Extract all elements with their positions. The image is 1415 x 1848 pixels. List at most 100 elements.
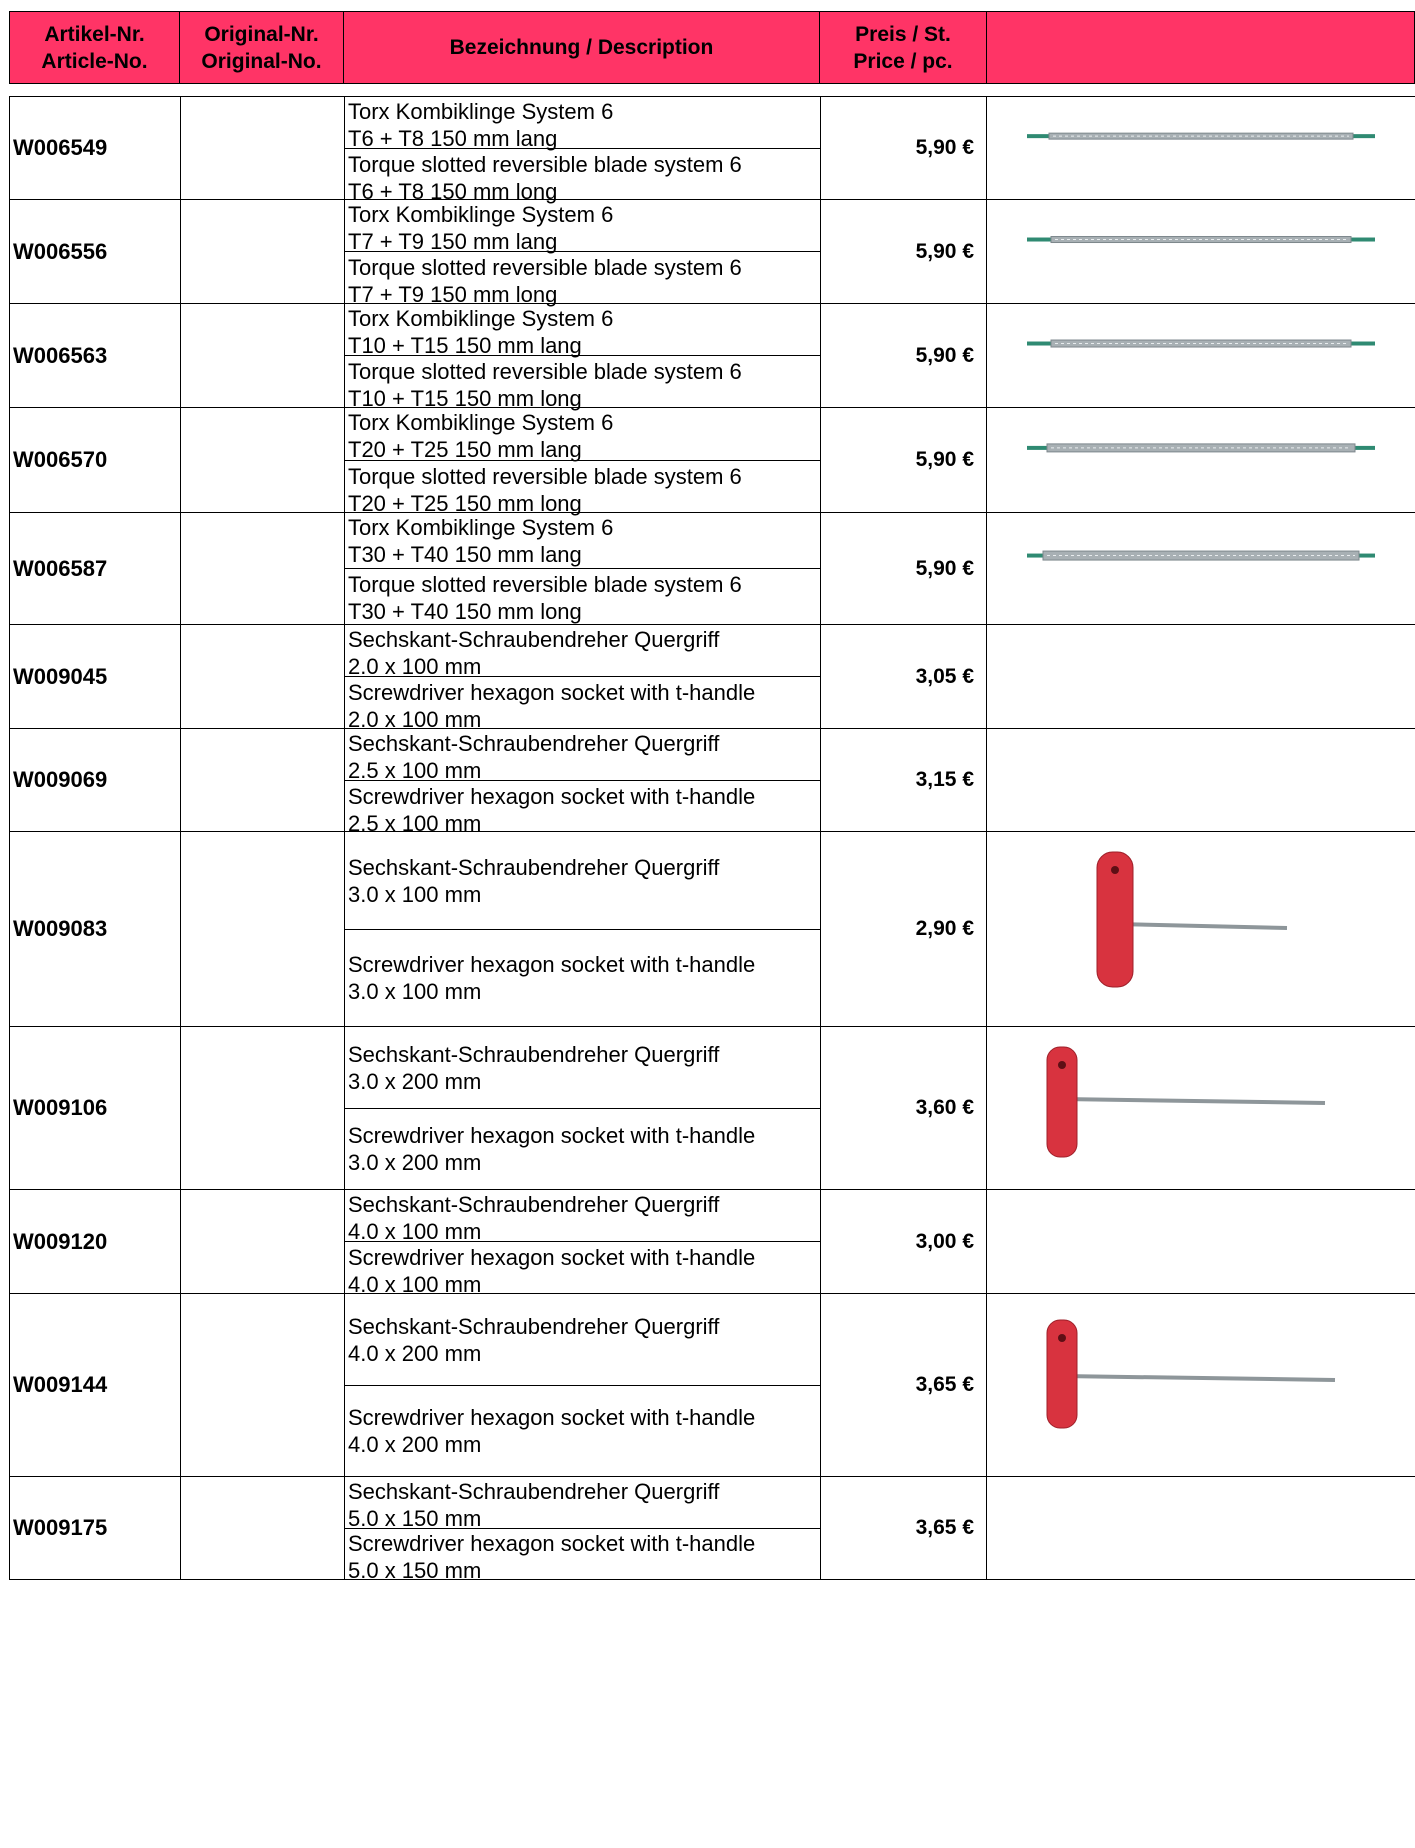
description-cell: Sechskant-Schraubendreher Quergriff 4.0 x… [344, 1294, 820, 1476]
description-cell: Torx Kombiklinge System 6 T20 + T25 150 m… [344, 408, 820, 516]
article-number: W006570 [9, 408, 180, 512]
german-line: T7 + T9 150 mm lang [348, 229, 558, 254]
german-line: Sechskant-Schraubendreher Quergriff [348, 854, 720, 880]
screwdriver-shaft [1061, 1097, 1326, 1105]
english-line: 2.0 x 100 mm [348, 707, 482, 732]
product-image-cell [986, 304, 1415, 407]
german-line: 4.0 x 200 mm [348, 1340, 482, 1366]
description-cell: Sechskant-Schraubendreher Quergriff 2.0 x… [344, 625, 820, 732]
description-english: Screwdriver hexagon socket with t-handle… [345, 1108, 820, 1189]
english-line: Screwdriver hexagon socket with t-handle [348, 1245, 756, 1270]
table-row: W009175 Sechskant-Schraubendreher Quergri… [9, 1476, 1415, 1583]
german-line: Torx Kombiklinge System 6 [348, 410, 614, 435]
article-number: W009083 [9, 832, 180, 1026]
description-cell: Torx Kombiklinge System 6 T6 + T8 150 mm … [344, 97, 820, 204]
english-line: Screwdriver hexagon socket with t-handle [348, 784, 756, 809]
german-line: Sechskant-Schraubendreher Quergriff [348, 1313, 720, 1339]
t-handle-screwdriver-image [1096, 851, 1288, 988]
english-line: Screwdriver hexagon socket with t-handle [348, 1404, 756, 1430]
table-row: W006570 Torx Kombiklinge System 6 T20 + T2… [9, 407, 1415, 516]
t-handle-screwdriver-image [1046, 1319, 1336, 1429]
german-line: Sechskant-Schraubendreher Quergriff [348, 627, 720, 652]
article-number: W006549 [9, 97, 180, 199]
table-row: W009144 Sechskant-Schraubendreher Quergri… [9, 1293, 1415, 1476]
german-line: Torx Kombiklinge System 6 [348, 202, 614, 227]
blade-shaft [1042, 550, 1360, 561]
price: 3,15 € [820, 729, 986, 831]
description-german: Torx Kombiklinge System 6 T10 + T15 150 m… [345, 304, 820, 358]
article-number: W009120 [9, 1190, 180, 1293]
original-number [180, 408, 344, 512]
description-english: Screwdriver hexagon socket with t-handle… [345, 1527, 820, 1583]
torx-tip [1355, 553, 1375, 558]
t-handle [1046, 1046, 1078, 1158]
description-german: Sechskant-Schraubendreher Quergriff 3.0 x… [345, 832, 820, 930]
screwdriver-shaft [1061, 1374, 1336, 1382]
product-image-cell [986, 408, 1415, 512]
price: 5,90 € [820, 200, 986, 303]
original-number [180, 1027, 344, 1189]
price: 5,90 € [820, 97, 986, 199]
torx-blade-image [1027, 236, 1375, 244]
handle-hole [1058, 1061, 1066, 1069]
header-description: Bezeichnung / Description [344, 12, 820, 83]
english-line: 3.0 x 100 mm [348, 978, 482, 1004]
english-line: Screwdriver hexagon socket with t-handle [348, 1122, 756, 1148]
product-image-cell [986, 729, 1415, 831]
description-german: Sechskant-Schraubendreher Quergriff 5.0 x… [345, 1477, 820, 1531]
description-german: Torx Kombiklinge System 6 T30 + T40 150 m… [345, 513, 820, 569]
german-line: 2.5 x 100 mm [348, 758, 482, 783]
description-german: Sechskant-Schraubendreher Quergriff 4.0 x… [345, 1190, 820, 1244]
english-line: Torque slotted reversible blade system 6 [348, 255, 742, 280]
english-line: T7 + T9 150 mm long [348, 282, 558, 307]
article-number: W006556 [9, 200, 180, 303]
product-table: W006549 Torx Kombiklinge System 6 T6 + T8 … [9, 96, 1415, 1583]
product-image-cell [986, 1294, 1415, 1476]
german-line: T10 + T15 150 mm lang [348, 333, 582, 358]
description-german: Torx Kombiklinge System 6 T6 + T8 150 mm … [345, 97, 820, 151]
torx-blade-image [1027, 443, 1375, 453]
description-german: Sechskant-Schraubendreher Quergriff 3.0 x… [345, 1027, 820, 1109]
torx-tip [1027, 134, 1053, 139]
original-number [180, 1294, 344, 1476]
table-row: W006549 Torx Kombiklinge System 6 T6 + T8 … [9, 96, 1415, 204]
table-row: W009120 Sechskant-Schraubendreher Quergri… [9, 1189, 1415, 1297]
torx-tip [1027, 341, 1055, 346]
table-header: Artikel-Nr. Article-No. Original-Nr. Ori… [9, 11, 1415, 84]
price: 3,00 € [820, 1190, 986, 1293]
t-handle-screwdriver-image [1046, 1046, 1326, 1158]
german-line: 5.0 x 150 mm [348, 1506, 482, 1531]
description-german: Torx Kombiklinge System 6 T20 + T25 150 m… [345, 408, 820, 462]
german-line: 3.0 x 200 mm [348, 1068, 482, 1094]
product-image-cell [986, 200, 1415, 303]
description-english: Torque slotted reversible blade system 6… [345, 568, 820, 624]
torx-tip [1347, 237, 1375, 242]
table-row: W006556 Torx Kombiklinge System 6 T7 + T9 … [9, 199, 1415, 307]
torx-tip [1351, 445, 1375, 450]
product-image-cell [986, 513, 1415, 624]
header-price: Preis / St. Price / pc. [820, 12, 987, 83]
product-image-cell [986, 1477, 1415, 1579]
article-number: W006563 [9, 304, 180, 407]
german-line: 3.0 x 100 mm [348, 881, 482, 907]
description-english: Screwdriver hexagon socket with t-handle… [345, 1241, 820, 1297]
table-row: W009106 Sechskant-Schraubendreher Quergri… [9, 1026, 1415, 1189]
article-number: W009045 [9, 625, 180, 728]
description-german: Sechskant-Schraubendreher Quergriff 4.0 x… [345, 1294, 820, 1386]
english-line: Torque slotted reversible blade system 6 [348, 359, 742, 384]
price: 5,90 € [820, 304, 986, 407]
english-line: 5.0 x 150 mm [348, 1558, 482, 1583]
description-english: Screwdriver hexagon socket with t-handle… [345, 676, 820, 732]
product-image-cell [986, 625, 1415, 728]
english-line: T20 + T25 150 mm long [348, 491, 582, 516]
torx-tip [1027, 237, 1055, 242]
description-english: Screwdriver hexagon socket with t-handle… [345, 1385, 820, 1476]
german-line: Sechskant-Schraubendreher Quergriff [348, 731, 720, 756]
torx-blade-image [1027, 339, 1375, 348]
description-english: Torque slotted reversible blade system 6… [345, 251, 820, 307]
german-line: T20 + T25 150 mm lang [348, 437, 582, 462]
price: 3,60 € [820, 1027, 986, 1189]
description-german: Torx Kombiklinge System 6 T7 + T9 150 mm … [345, 200, 820, 254]
article-number: W009069 [9, 729, 180, 831]
handle-hole [1111, 866, 1119, 874]
